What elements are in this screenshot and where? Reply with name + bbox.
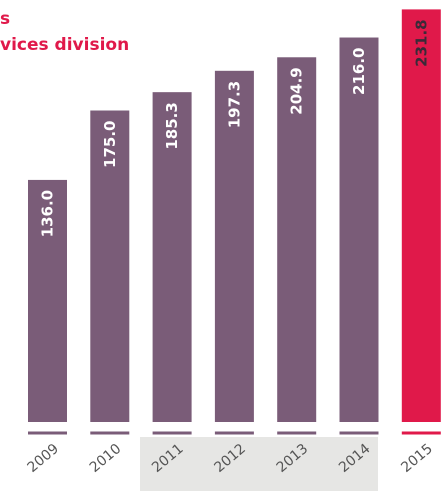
bar bbox=[28, 179, 67, 422]
value-label: 216.0 bbox=[350, 48, 368, 95]
bar bbox=[401, 9, 441, 423]
chart-title-line: vices division bbox=[0, 35, 129, 55]
chart-title-line: s bbox=[0, 9, 10, 29]
value-label: 175.0 bbox=[101, 121, 119, 168]
value-label: 197.3 bbox=[225, 81, 243, 128]
bar bbox=[214, 70, 254, 422]
bar bbox=[152, 92, 192, 422]
value-label: 204.9 bbox=[288, 67, 306, 114]
value-label: 185.3 bbox=[163, 102, 181, 149]
highlight-band bbox=[140, 437, 378, 491]
bar bbox=[90, 110, 130, 422]
bar bbox=[339, 37, 379, 423]
x-tick-label: 2009 bbox=[24, 441, 62, 476]
x-tick-label: 2015 bbox=[398, 441, 436, 476]
value-label: 136.0 bbox=[39, 190, 57, 237]
value-label: 231.8 bbox=[412, 19, 430, 66]
x-tick-label: 2010 bbox=[87, 441, 125, 476]
bar bbox=[277, 57, 317, 422]
